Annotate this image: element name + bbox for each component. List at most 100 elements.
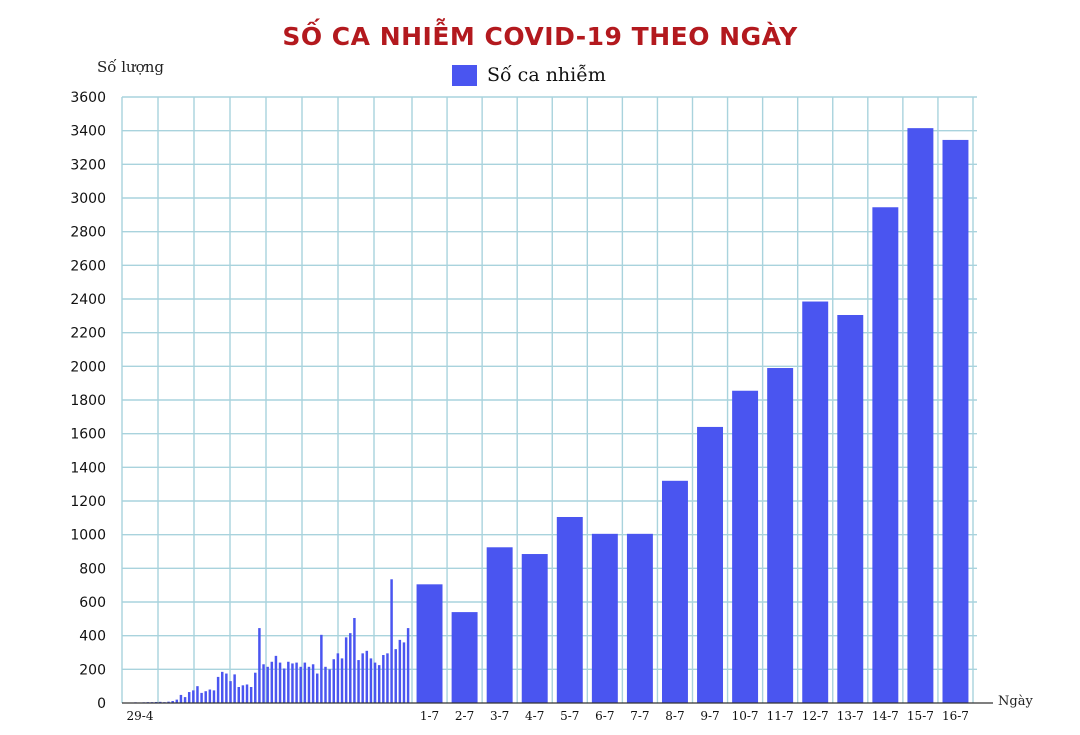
early-bar bbox=[406, 628, 410, 703]
early-bar bbox=[183, 697, 187, 703]
x-tick-label-start: 29-4 bbox=[127, 709, 154, 723]
y-tick-label: 3000 bbox=[70, 191, 106, 207]
bar bbox=[521, 554, 548, 703]
x-tick-label: 12-7 bbox=[802, 709, 829, 723]
early-bar bbox=[402, 642, 406, 703]
x-tick-label: 4-7 bbox=[525, 709, 544, 723]
x-tick-label: 8-7 bbox=[665, 709, 684, 723]
early-bar bbox=[204, 691, 207, 703]
early-bar bbox=[233, 674, 236, 703]
early-bar bbox=[258, 628, 261, 703]
grid bbox=[121, 96, 977, 703]
bar bbox=[697, 426, 724, 703]
x-axis-label: Ngày bbox=[998, 694, 1033, 709]
x-tick-label: 10-7 bbox=[732, 709, 759, 723]
early-bar bbox=[353, 617, 356, 703]
bar bbox=[451, 612, 478, 703]
early-bar bbox=[208, 689, 212, 703]
early-bar bbox=[274, 655, 278, 703]
early-bar bbox=[291, 663, 294, 703]
early-bar bbox=[262, 664, 265, 703]
early-bar bbox=[307, 666, 311, 703]
x-tick-label: 13-7 bbox=[837, 709, 864, 723]
y-axis-label: Số lượng bbox=[97, 58, 164, 76]
y-tick-label: 1000 bbox=[70, 528, 106, 544]
early-bar bbox=[303, 662, 307, 703]
early-bar bbox=[200, 692, 203, 703]
early-bar bbox=[167, 701, 170, 703]
x-tick-label: 2-7 bbox=[455, 709, 474, 723]
bar bbox=[556, 516, 583, 703]
y-tick-label: 1800 bbox=[70, 393, 106, 409]
early-bar bbox=[316, 673, 319, 703]
x-tick-label: 7-7 bbox=[630, 709, 649, 723]
y-tick-label: 2600 bbox=[70, 258, 106, 274]
chart-title: SỐ CA NHIỄM COVID-19 THEO NGÀY bbox=[282, 22, 798, 51]
early-bar bbox=[179, 694, 183, 703]
early-bar bbox=[295, 662, 298, 703]
early-bar bbox=[344, 637, 348, 703]
bar bbox=[802, 301, 829, 703]
early-bar bbox=[369, 658, 373, 703]
early-bar bbox=[171, 700, 174, 703]
early-bar bbox=[361, 653, 364, 703]
early-bar bbox=[187, 692, 191, 703]
legend-label: Số ca nhiễm bbox=[487, 64, 606, 86]
x-tick-label: 16-7 bbox=[942, 709, 969, 723]
y-tick-labels: 0 200 400 600 800 1000 1200 1400 1600 1800 2000 220… bbox=[70, 90, 106, 712]
early-bar bbox=[386, 653, 389, 703]
bar bbox=[626, 533, 653, 703]
y-tick-label: 400 bbox=[79, 629, 106, 645]
x-tick-label: 1-7 bbox=[420, 709, 439, 723]
early-bar bbox=[299, 666, 302, 703]
early-bar bbox=[336, 653, 340, 703]
early-bar bbox=[216, 676, 220, 703]
x-tick-label: 11-7 bbox=[767, 709, 794, 723]
x-tick-label: 5-7 bbox=[560, 709, 579, 723]
early-bar bbox=[394, 649, 397, 703]
early-bar bbox=[398, 639, 402, 703]
early-bar bbox=[324, 666, 327, 703]
early-bar bbox=[377, 665, 381, 703]
x-tick-label: 9-7 bbox=[700, 709, 719, 723]
y-tick-label: 3400 bbox=[70, 124, 106, 140]
bar bbox=[767, 368, 794, 703]
early-bar bbox=[328, 669, 331, 703]
y-tick-label: 800 bbox=[79, 561, 106, 577]
bar bbox=[837, 314, 864, 703]
early-bar bbox=[382, 655, 385, 703]
early-bar bbox=[365, 650, 369, 703]
y-tick-label: 2000 bbox=[70, 359, 106, 375]
bars bbox=[416, 128, 969, 704]
bar bbox=[942, 139, 969, 704]
early-bar bbox=[266, 666, 269, 703]
y-tick-label: 3200 bbox=[70, 157, 106, 173]
early-bar bbox=[373, 662, 377, 703]
early-bars bbox=[126, 579, 410, 703]
early-bar bbox=[229, 681, 232, 703]
early-bar bbox=[270, 661, 274, 703]
y-tick-label: 3600 bbox=[70, 90, 106, 106]
early-bar bbox=[237, 687, 240, 703]
early-bar bbox=[196, 686, 199, 703]
early-bar bbox=[241, 685, 245, 703]
y-tick-label: 0 bbox=[97, 696, 106, 712]
y-tick-label: 2400 bbox=[70, 292, 106, 308]
early-bar bbox=[349, 633, 352, 703]
y-tick-label: 1400 bbox=[70, 460, 106, 476]
early-bar bbox=[221, 671, 224, 703]
y-tick-label: 600 bbox=[79, 595, 106, 611]
y-tick-label: 200 bbox=[79, 662, 106, 678]
x-tick-label: 6-7 bbox=[595, 709, 614, 723]
early-bar bbox=[340, 658, 344, 703]
y-tick-label: 2200 bbox=[70, 326, 106, 342]
early-bar bbox=[287, 661, 290, 703]
x-tick-label: 3-7 bbox=[490, 709, 509, 723]
early-bar bbox=[282, 668, 286, 703]
early-bar bbox=[245, 684, 249, 703]
bar bbox=[872, 207, 899, 703]
early-bar bbox=[254, 672, 257, 703]
bar bbox=[591, 533, 618, 703]
early-bar bbox=[175, 699, 179, 703]
